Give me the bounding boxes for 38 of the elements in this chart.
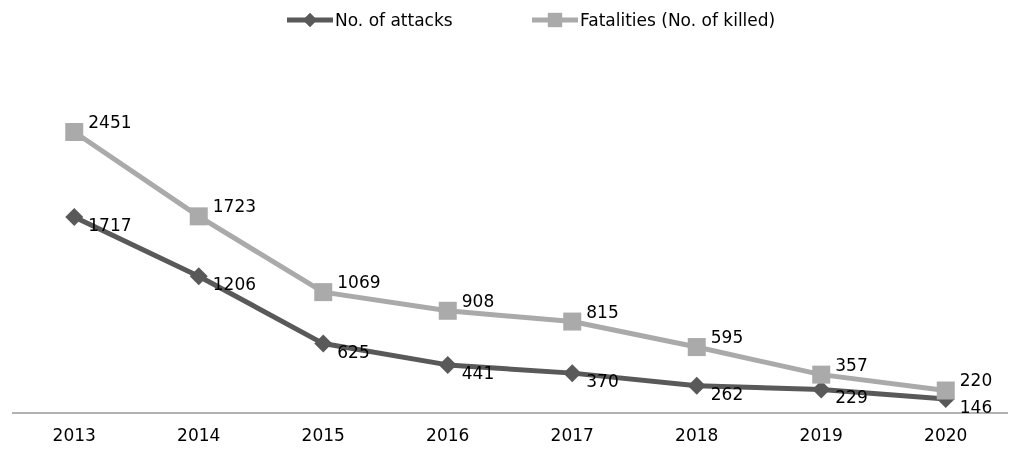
data-label: 146 <box>959 397 993 418</box>
point <box>65 208 84 227</box>
x-tick-label: 2015 <box>301 425 345 445</box>
data-label: 908 <box>461 290 495 311</box>
point <box>438 355 457 374</box>
legend-label: No. of attacks <box>335 9 453 30</box>
legend-label: Fatalities (No. of killed) <box>580 9 776 30</box>
point <box>65 123 84 141</box>
point <box>563 364 582 383</box>
data-label: 2451 <box>88 111 132 132</box>
point <box>563 312 582 331</box>
data-label: 1069 <box>337 272 381 293</box>
point <box>189 207 208 226</box>
data-label: 357 <box>835 354 868 375</box>
x-tick-label: 2017 <box>550 425 594 445</box>
point <box>812 365 831 384</box>
point <box>189 267 208 286</box>
point <box>936 381 955 400</box>
x-tick-label: 2019 <box>799 425 843 445</box>
x-tick-label: 2018 <box>675 425 719 445</box>
data-label: 1717 <box>88 215 132 235</box>
x-tick-label: 2013 <box>52 425 96 445</box>
data-label: 815 <box>586 301 619 322</box>
data-label: 441 <box>461 362 495 383</box>
x-tick-label: 2014 <box>177 425 221 445</box>
data-label: 262 <box>710 383 744 404</box>
point <box>687 338 706 357</box>
point <box>687 376 706 395</box>
data-label: 220 <box>959 370 993 391</box>
data-label: 595 <box>710 327 744 348</box>
x-tick-label: 2020 <box>924 425 968 445</box>
point <box>314 334 333 353</box>
point <box>314 283 333 302</box>
x-tick-label: 2016 <box>426 425 470 445</box>
data-label: 229 <box>835 387 868 408</box>
data-label: 1723 <box>212 196 257 217</box>
point <box>438 301 457 320</box>
data-label: 1206 <box>212 274 257 295</box>
